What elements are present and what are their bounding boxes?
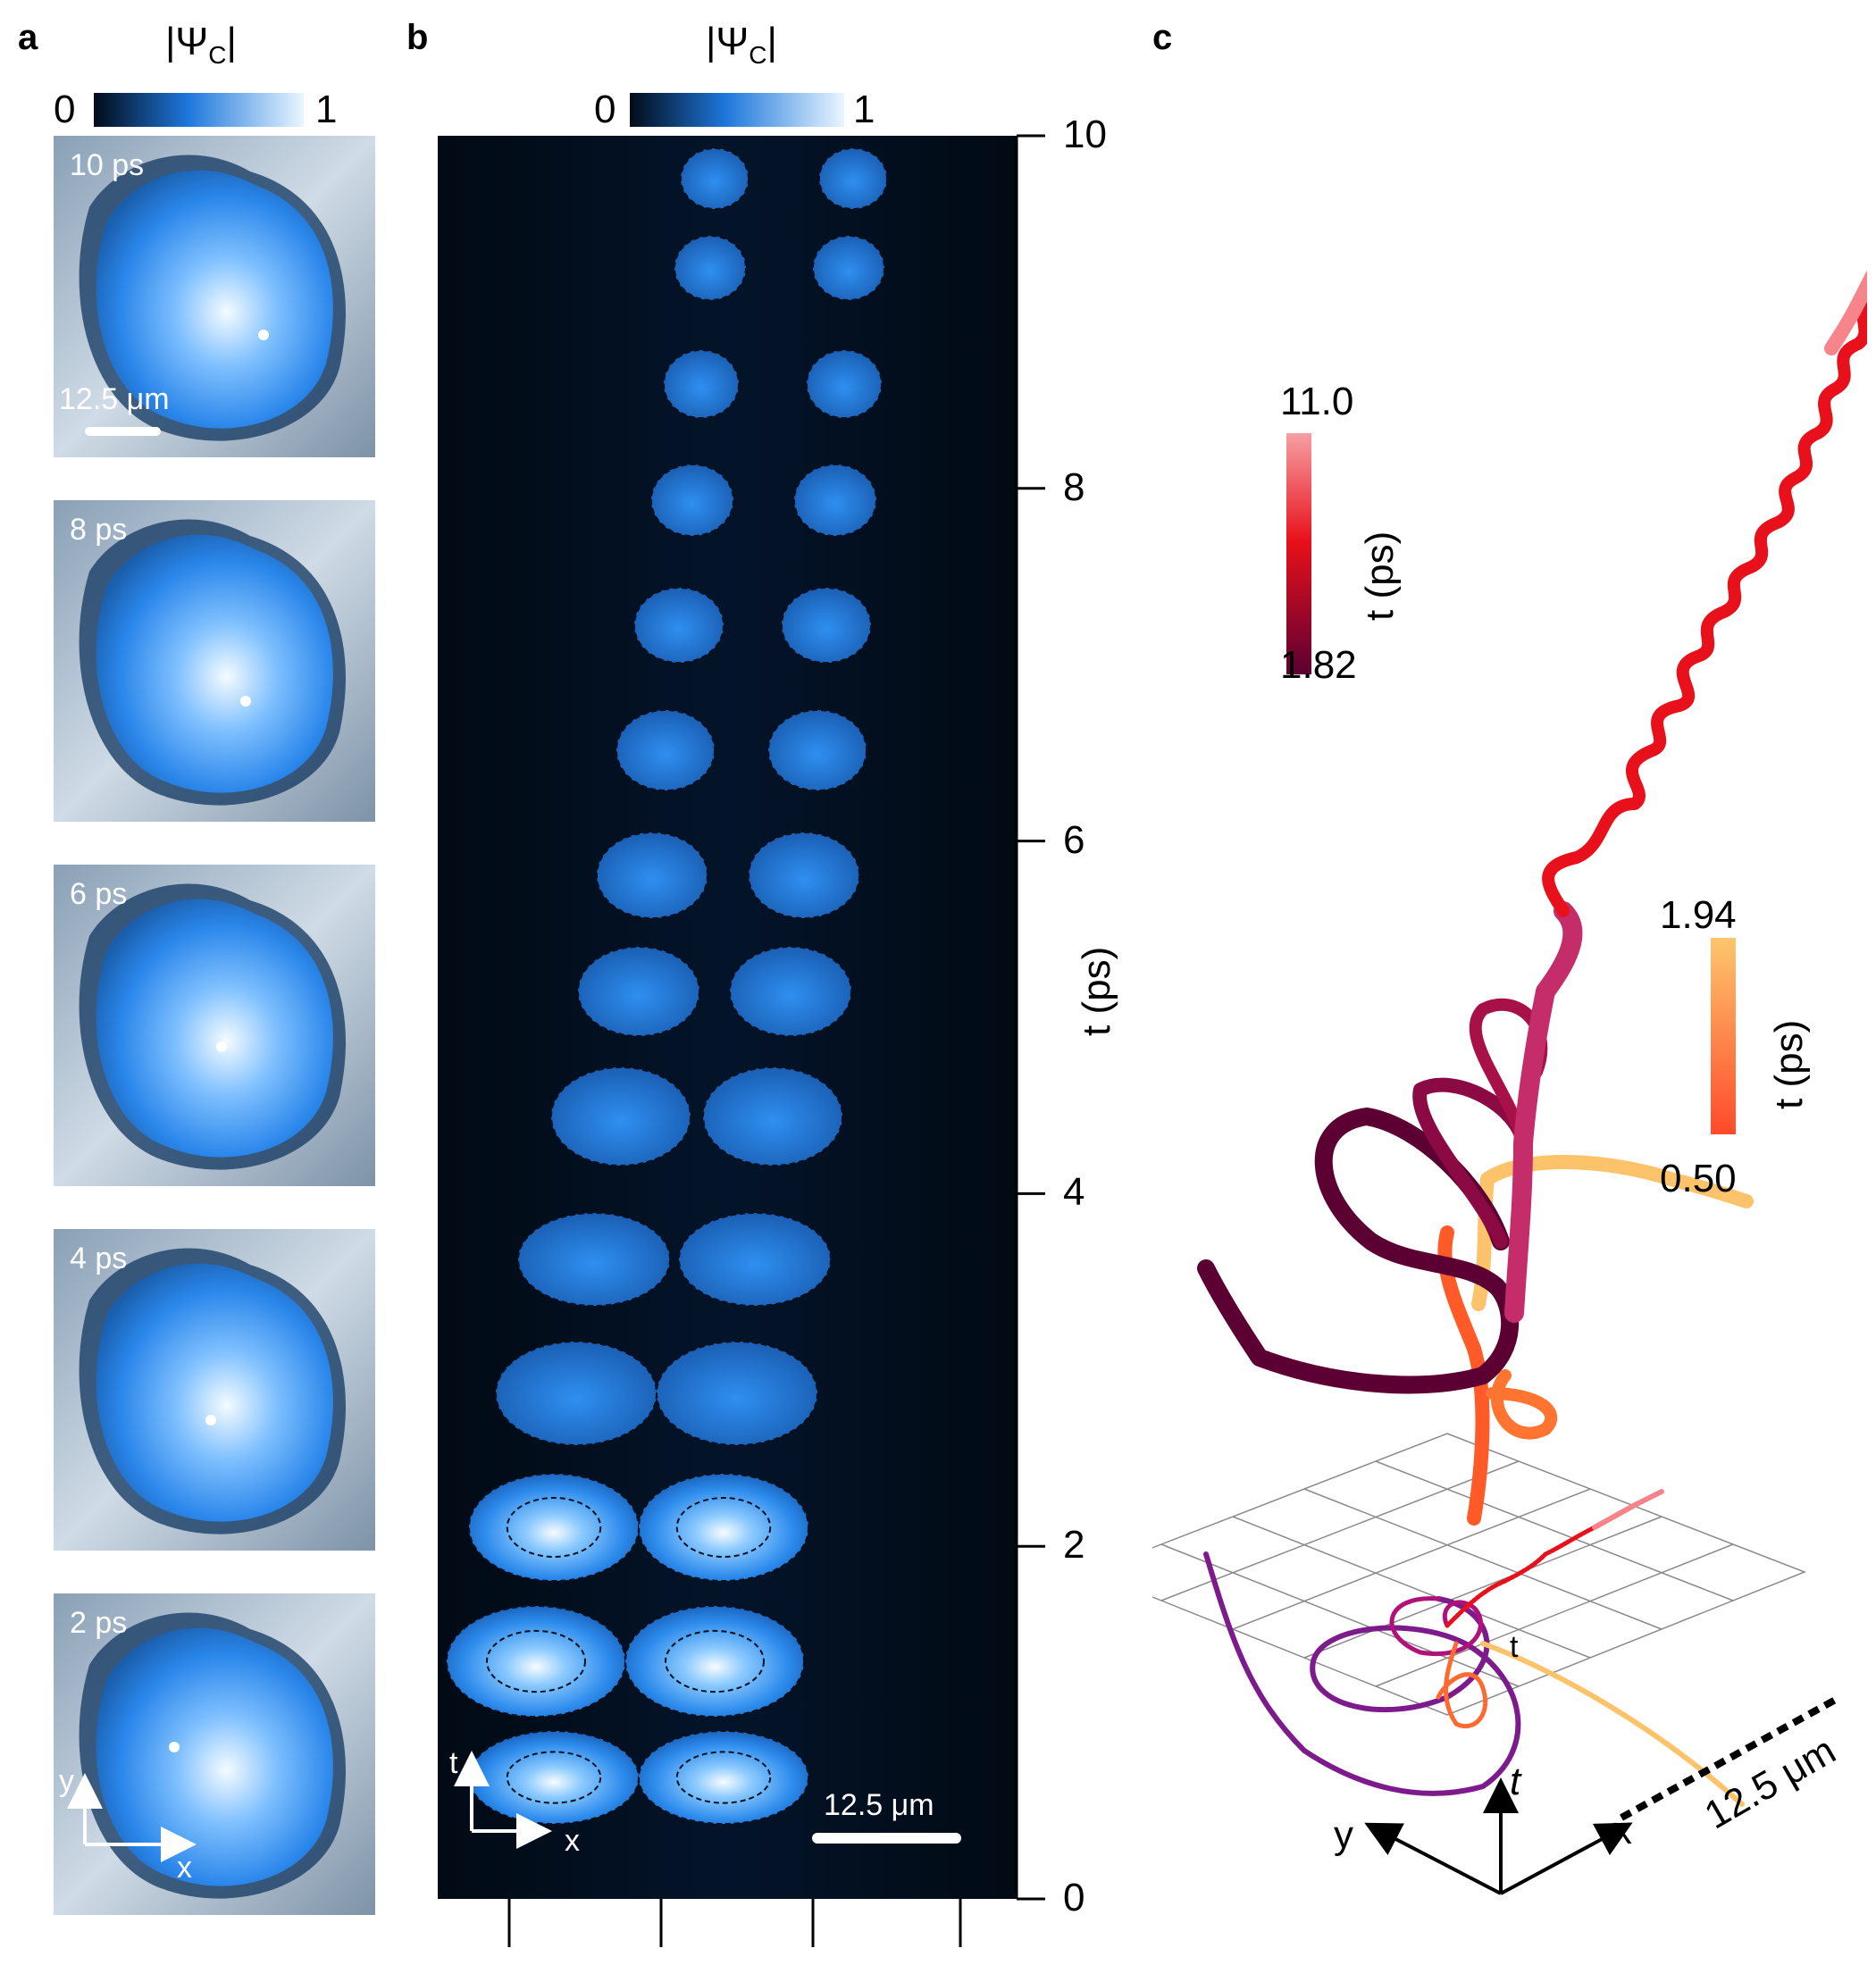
density-lobe — [818, 147, 888, 210]
density-lobe — [638, 1730, 809, 1825]
scalebar — [85, 427, 161, 436]
colorbar-min: 0 — [54, 88, 76, 131]
colorbar-lower — [1711, 938, 1736, 1134]
density-lobe — [624, 1605, 805, 1718]
grid-plane — [1152, 1433, 1807, 1716]
density-contour — [675, 1497, 772, 1558]
y-tick-label: 8 — [1063, 464, 1085, 509]
snapshot-time-label: 8 ps — [70, 513, 128, 547]
density-lobe — [680, 147, 750, 210]
density-lobe — [748, 832, 860, 919]
density-lobe — [633, 587, 724, 664]
snapshot-tile: 10 ps — [54, 136, 375, 457]
density-contour — [675, 1751, 772, 1804]
density-lobe — [495, 1341, 657, 1446]
panel-b-letter: b — [406, 18, 429, 57]
snapshot-time-label: 4 ps — [70, 1242, 128, 1275]
density-lobe — [468, 1473, 640, 1582]
snapshot-time-label: 2 ps — [70, 1606, 128, 1640]
vortex-core — [258, 330, 269, 340]
vortex-core — [216, 1041, 227, 1052]
snapshot-tile: 2 ps — [54, 1593, 375, 1915]
density-contour — [665, 1629, 765, 1693]
panel-a-colorbar: |ΨC| 0 1 — [54, 18, 339, 134]
density-lobe — [678, 1212, 832, 1307]
vortex-core — [240, 696, 251, 707]
colorbar-title: |ΨC| — [706, 20, 777, 69]
x-arrow-label: x — [1612, 1809, 1632, 1852]
trajectory-tube — [1197, 270, 1867, 1526]
y-tick-label: 2 — [1063, 1523, 1085, 1568]
trajectory-3d-plot — [1152, 270, 1867, 1895]
density-lobe — [806, 349, 883, 419]
vortex-core — [169, 1742, 180, 1752]
density-lobe — [812, 235, 885, 301]
panel-a-letter: a — [18, 18, 38, 57]
density-contour — [506, 1751, 602, 1804]
density-lobe — [446, 1605, 626, 1718]
trajectory-tick-label: t — [1510, 1630, 1519, 1664]
colorbar-max: 1 — [853, 88, 875, 131]
y-axis-label: t (ps) — [1075, 946, 1118, 1036]
colorbar-upper-label: t (ps) — [1358, 531, 1402, 621]
kymograph-field — [438, 136, 1017, 1899]
scale-dashed-line — [1620, 1693, 1842, 1821]
colorbar-min: 0 — [594, 88, 616, 131]
snapshot-tile: 4 ps — [54, 1229, 375, 1551]
colorbar-lower-min: 0.50 — [1660, 1157, 1737, 1200]
y-axis-label: y — [59, 1764, 74, 1798]
snapshot-tile: 6 ps — [54, 865, 375, 1186]
colorbar-upper-max: 11.0 — [1280, 380, 1354, 423]
density-lobe — [781, 587, 872, 664]
snapshot-tile: 8 ps — [54, 500, 375, 822]
x-arrow — [1500, 1822, 1633, 1895]
t-axis-label: t — [449, 1746, 458, 1780]
x-axis-label: x — [565, 1824, 580, 1858]
colorbar-max: 1 — [315, 88, 338, 131]
vortex-core — [205, 1415, 216, 1426]
density-lobe — [650, 464, 734, 537]
y-tick-label: 6 — [1063, 817, 1085, 862]
density-lobe — [702, 1066, 843, 1166]
colorbar-title: |ΨC| — [165, 20, 237, 69]
density-lobe — [729, 946, 852, 1037]
density-lobe — [638, 1473, 809, 1582]
kymograph-plot — [438, 134, 1045, 1947]
scalebar-label: 12.5 μm — [824, 1788, 934, 1822]
density-lobe — [793, 464, 877, 537]
t-arrow-label: t — [1510, 1760, 1521, 1803]
colorbar-gradient — [94, 93, 304, 127]
snapshot-time-label: 10 ps — [70, 148, 145, 182]
density-contour — [506, 1497, 602, 1558]
scalebar-label: 12.5 μm — [59, 382, 170, 416]
colorbar-upper-min: 1.82 — [1280, 643, 1357, 687]
snapshot-time-label: 6 ps — [70, 877, 128, 911]
density-lobe — [596, 832, 708, 919]
colorbar-lower-max: 1.94 — [1660, 893, 1737, 937]
colorbar-lower-label: t (ps) — [1767, 1019, 1811, 1109]
density-lobe — [550, 1066, 691, 1166]
xy-axes — [67, 1773, 197, 1862]
y-arrow — [1364, 1822, 1502, 1895]
density-lobe — [663, 349, 740, 419]
density-lobe — [577, 946, 700, 1037]
panel-c-letter: c — [1152, 18, 1173, 57]
density-lobe — [468, 1730, 640, 1825]
density-lobe — [656, 1341, 818, 1446]
y-tick-label: 10 — [1063, 113, 1107, 156]
y-arrow-label: y — [1334, 1813, 1353, 1857]
panel-b-colorbar: |ΨC| 0 1 — [594, 18, 880, 134]
density-lobe — [767, 709, 867, 791]
density-contour — [486, 1629, 586, 1693]
density-lobe — [616, 709, 716, 791]
colorbar-upper — [1286, 433, 1311, 674]
y-tick-label: 4 — [1063, 1170, 1085, 1215]
y-tick-label: 0 — [1063, 1876, 1085, 1919]
x-axis-label: x — [177, 1851, 192, 1885]
density-lobe — [517, 1212, 671, 1307]
density-lobe — [674, 235, 747, 301]
colorbar-gradient — [630, 93, 844, 127]
